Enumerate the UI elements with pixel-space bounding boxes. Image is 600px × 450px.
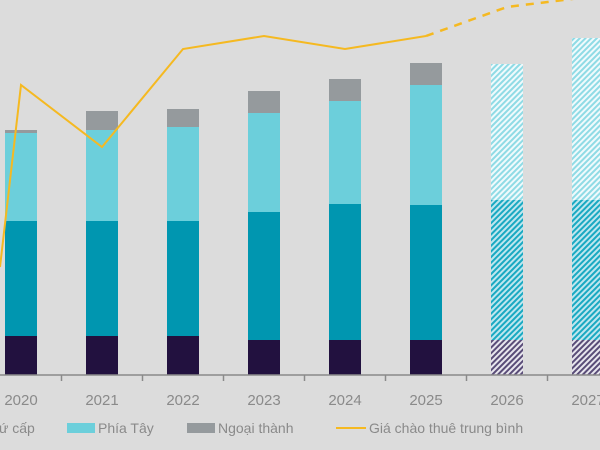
bar-segment-2025 [410,85,442,205]
bar-segment-2027 [572,340,600,375]
x-tick-label: 2021 [85,392,118,409]
bar-segment-2022 [167,221,199,336]
x-tick-label: 2020 [4,392,37,409]
x-tick-label: 2026 [490,392,523,409]
bar-segment-2026 [491,200,523,340]
bar-segment-2024 [329,204,361,340]
bar-segment-2020 [5,336,37,375]
bar-segment-2024 [329,79,361,101]
bar-segment-2027 [572,200,600,340]
bar-segment-2021 [86,111,118,130]
bar-segment-2025 [410,340,442,375]
legend-label: Giá chào thuê trung bình [369,420,523,436]
bar-segment-2020 [5,221,37,336]
x-tick-label: 2024 [328,392,361,409]
bar-segment-2023 [248,113,280,212]
bar-segment-2021 [86,336,118,375]
bar-segment-2021 [86,130,118,221]
legend-swatch [187,423,215,433]
legend: ứ cấp Phía Tây Ngoại thành Giá chào thuê… [0,420,523,436]
bar-segment-2021 [86,221,118,336]
bar-segment-2024 [329,340,361,375]
bar-segment-2020 [5,130,37,133]
bar-segment-2026 [491,64,523,200]
bar-segment-2023 [248,340,280,375]
x-tick-label: 2022 [166,392,199,409]
x-tick-label: 2023 [247,392,280,409]
line-series-forecast [425,0,574,38]
line-series [0,34,427,268]
legend-label: ứ cấp [0,420,35,436]
bar-segment-2027 [572,38,600,200]
bar-segment-2025 [410,205,442,340]
bar-segment-2022 [167,127,199,221]
bar-segment-2025 [410,63,442,85]
x-tick-label: 2027 [571,392,600,409]
legend-swatch [67,423,95,433]
bar-segment-2022 [167,109,199,127]
x-tick-label: 2025 [409,392,442,409]
bar-segment-2024 [329,101,361,204]
bar-segment-2022 [167,336,199,375]
bar-segment-2023 [248,212,280,340]
bar-segment-2026 [491,340,523,375]
legend-label: Ngoại thành [218,420,294,436]
bar-segment-2023 [248,91,280,113]
legend-label: Phía Tây [98,420,154,436]
